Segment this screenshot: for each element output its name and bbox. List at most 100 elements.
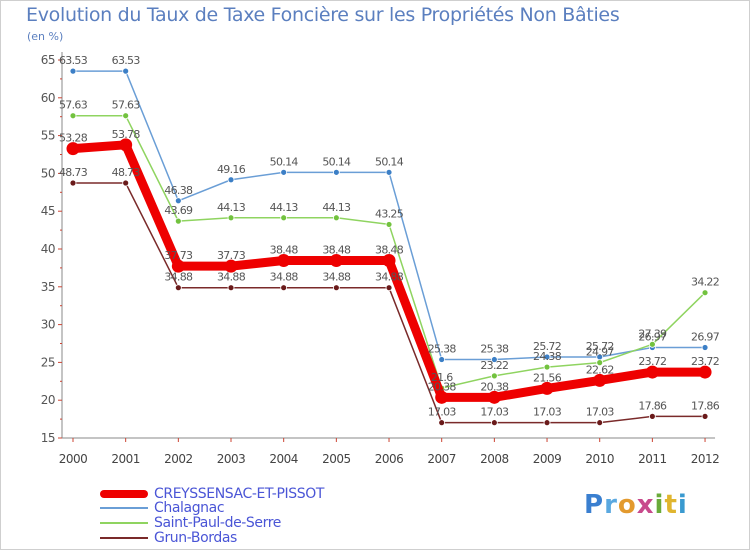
data-point-3-4 bbox=[277, 253, 291, 267]
data-point-3-7 bbox=[435, 390, 449, 404]
data-label-3-3: 37.73 bbox=[217, 249, 246, 262]
chart-title: Evolution du Taux de Taxe Foncière sur l… bbox=[26, 4, 620, 26]
data-label-1-12: 34.22 bbox=[691, 276, 719, 289]
y-tick-label: 65 bbox=[41, 53, 55, 67]
data-label-0-8: 25.38 bbox=[480, 343, 509, 356]
y-tick-label: 40 bbox=[41, 242, 55, 256]
data-label-3-5: 38.48 bbox=[322, 243, 351, 256]
data-point-2-0 bbox=[69, 179, 77, 187]
legend-item-grun-bordas: Grun-Bordas bbox=[100, 530, 237, 546]
data-label-1-11: 27.39 bbox=[638, 327, 667, 340]
data-label-2-11: 17.86 bbox=[638, 399, 667, 412]
legend-swatch-saint-paul bbox=[100, 522, 148, 524]
data-point-3-1 bbox=[119, 138, 133, 152]
legend-item-creyssensac: CREYSSENSAC-ET-PISSOT bbox=[100, 486, 324, 502]
data-point-1-9 bbox=[543, 363, 551, 371]
data-label-3-8: 20.38 bbox=[480, 380, 509, 393]
data-label-1-2: 43.69 bbox=[164, 204, 193, 217]
data-point-2-1 bbox=[122, 179, 130, 187]
y-tick-label: 35 bbox=[41, 280, 55, 294]
legend-swatch-grun-bordas bbox=[100, 537, 148, 539]
data-label-2-2: 34.88 bbox=[164, 271, 193, 284]
data-point-2-9 bbox=[543, 419, 551, 427]
data-label-0-9: 25.72 bbox=[533, 340, 561, 353]
data-label-1-6: 43.25 bbox=[375, 207, 404, 220]
y-tick-label: 45 bbox=[41, 204, 55, 218]
data-point-0-9 bbox=[543, 353, 551, 361]
data-label-1-9: 24.38 bbox=[533, 350, 562, 363]
x-tick-label: 2002 bbox=[164, 452, 193, 466]
legend-label-saint-paul: Saint-Paul-de-Serre bbox=[154, 515, 281, 531]
data-label-3-6: 38.48 bbox=[375, 243, 404, 256]
data-point-3-9 bbox=[540, 381, 554, 395]
data-point-2-8 bbox=[490, 419, 498, 427]
data-label-2-7: 17.03 bbox=[428, 406, 457, 419]
data-label-3-2: 37.73 bbox=[164, 249, 193, 262]
data-label-2-9: 17.03 bbox=[533, 406, 562, 419]
data-label-1-3: 44.13 bbox=[217, 201, 246, 214]
data-point-2-3 bbox=[227, 284, 235, 292]
x-tick-label: 2008 bbox=[480, 452, 509, 466]
y-tick-label: 60 bbox=[41, 91, 55, 105]
data-point-1-12 bbox=[701, 289, 709, 297]
y-tick-label: 50 bbox=[41, 166, 55, 180]
data-point-1-10 bbox=[596, 359, 604, 367]
data-label-2-0: 48.73 bbox=[59, 166, 88, 179]
data-label-1-7: 21.6 bbox=[431, 371, 453, 384]
data-label-0-11: 26.97 bbox=[638, 331, 667, 344]
data-point-0-8 bbox=[490, 356, 498, 363]
data-label-2-6: 34.88 bbox=[375, 271, 404, 284]
proxiti-logo: Proxiti bbox=[584, 490, 688, 520]
data-point-3-11 bbox=[645, 365, 659, 379]
data-label-2-3: 34.88 bbox=[217, 271, 246, 284]
x-tick-label: 2011 bbox=[638, 452, 667, 466]
data-point-3-0 bbox=[66, 142, 80, 156]
data-label-0-7: 25.38 bbox=[428, 343, 457, 356]
data-point-1-4 bbox=[280, 214, 288, 222]
x-tick-label: 2005 bbox=[322, 452, 351, 466]
data-label-0-1: 63.53 bbox=[112, 54, 141, 67]
data-point-2-4 bbox=[280, 284, 288, 292]
x-tick-label: 2010 bbox=[585, 452, 614, 466]
data-point-2-5 bbox=[332, 284, 340, 292]
data-label-1-4: 44.13 bbox=[270, 201, 299, 214]
data-point-0-4 bbox=[280, 168, 288, 176]
data-label-0-0: 63.53 bbox=[59, 54, 88, 67]
data-point-2-6 bbox=[385, 284, 393, 292]
data-point-3-2 bbox=[171, 259, 185, 273]
data-point-2-10 bbox=[596, 419, 604, 427]
data-label-0-6: 50.14 bbox=[375, 155, 404, 168]
data-label-0-4: 50.14 bbox=[270, 155, 299, 168]
data-label-3-7: 20.38 bbox=[428, 380, 457, 393]
data-point-1-1 bbox=[122, 112, 130, 120]
x-tick-label: 2004 bbox=[269, 452, 298, 466]
data-label-3-4: 38.48 bbox=[270, 243, 299, 256]
x-tick-label: 2003 bbox=[217, 452, 246, 466]
data-point-1-11 bbox=[648, 340, 656, 348]
x-tick-label: 2000 bbox=[59, 452, 88, 466]
data-point-0-3 bbox=[227, 176, 235, 184]
data-point-0-5 bbox=[332, 168, 340, 176]
data-point-2-2 bbox=[174, 284, 182, 292]
y-tick-label: 15 bbox=[41, 431, 55, 445]
x-tick-label: 2001 bbox=[111, 452, 140, 466]
data-label-0-12: 26.97 bbox=[691, 331, 720, 344]
data-label-2-4: 34.88 bbox=[270, 271, 299, 284]
x-tick-label: 2007 bbox=[427, 452, 456, 466]
data-label-2-12: 17.86 bbox=[691, 399, 720, 412]
data-point-0-1 bbox=[122, 67, 130, 75]
data-point-0-7 bbox=[438, 356, 446, 363]
data-point-1-2 bbox=[174, 217, 182, 225]
data-label-3-12: 23.72 bbox=[691, 355, 719, 368]
data-point-2-11 bbox=[648, 412, 656, 420]
data-label-3-10: 22.62 bbox=[586, 363, 614, 376]
x-tick-label: 2009 bbox=[533, 452, 562, 466]
data-point-1-3 bbox=[227, 214, 235, 222]
data-point-0-12 bbox=[701, 344, 709, 351]
data-point-0-2 bbox=[174, 197, 182, 205]
data-label-0-3: 49.16 bbox=[217, 163, 246, 176]
data-point-2-7 bbox=[438, 419, 446, 427]
data-label-1-0: 57.63 bbox=[59, 99, 88, 112]
